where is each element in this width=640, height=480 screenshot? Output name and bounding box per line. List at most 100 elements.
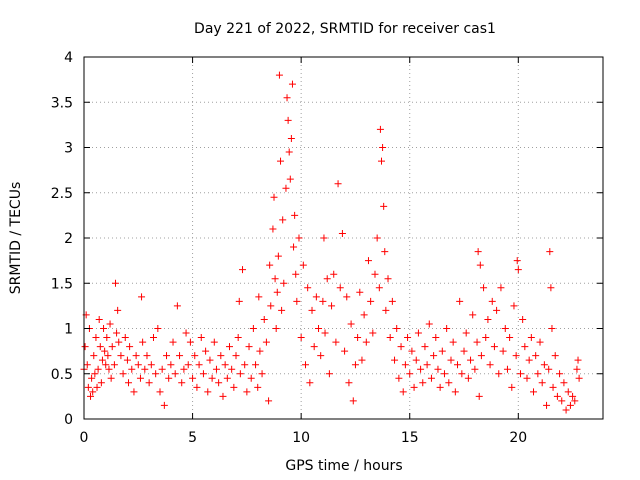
data-point bbox=[408, 347, 416, 355]
data-point bbox=[223, 374, 231, 382]
data-point bbox=[100, 325, 108, 332]
data-point bbox=[234, 334, 242, 342]
data-point bbox=[167, 361, 175, 369]
data-point bbox=[81, 343, 89, 351]
data-point bbox=[482, 334, 490, 342]
data-point bbox=[199, 370, 207, 378]
data-point bbox=[369, 329, 377, 337]
data-point bbox=[373, 234, 381, 242]
y-tick-label: 1.5 bbox=[51, 276, 73, 292]
data-point bbox=[519, 315, 527, 323]
data-point bbox=[476, 261, 484, 269]
data-point bbox=[575, 374, 583, 382]
data-point bbox=[88, 374, 96, 382]
data-point bbox=[202, 347, 210, 355]
data-point bbox=[315, 325, 323, 332]
data-point bbox=[97, 379, 105, 387]
data-point bbox=[104, 352, 112, 360]
data-point bbox=[456, 297, 464, 305]
data-point bbox=[280, 279, 288, 287]
data-point bbox=[103, 334, 111, 342]
data-point bbox=[310, 343, 318, 351]
y-tick-label: 1 bbox=[64, 322, 73, 338]
data-point bbox=[108, 343, 116, 351]
x-tick-label: 10 bbox=[292, 430, 310, 446]
data-point bbox=[132, 352, 140, 360]
data-point bbox=[293, 297, 301, 305]
data-point bbox=[475, 392, 483, 400]
data-point bbox=[438, 347, 446, 355]
data-point bbox=[249, 325, 257, 332]
data-point bbox=[404, 334, 412, 342]
y-tick-label: 0.5 bbox=[51, 367, 73, 383]
data-point bbox=[285, 148, 293, 156]
data-point bbox=[473, 338, 481, 346]
chart-title: Day 221 of 2022, SRMTID for receiver cas… bbox=[194, 21, 496, 37]
data-point bbox=[351, 361, 359, 369]
data-point bbox=[275, 71, 283, 79]
data-point bbox=[271, 275, 279, 283]
data-point bbox=[367, 297, 375, 305]
data-point bbox=[215, 379, 223, 387]
data-point bbox=[386, 334, 394, 342]
data-point bbox=[364, 257, 372, 265]
data-point bbox=[111, 279, 119, 287]
data-point bbox=[379, 144, 387, 151]
data-point bbox=[467, 356, 475, 364]
x-tick-labels: 0 5 10 15 20 bbox=[80, 430, 528, 446]
data-point bbox=[540, 361, 548, 369]
data-point bbox=[562, 406, 570, 414]
data-point bbox=[252, 361, 260, 369]
data-point bbox=[295, 234, 303, 242]
data-point bbox=[284, 116, 292, 124]
data-point bbox=[513, 257, 521, 265]
data-point bbox=[272, 325, 280, 332]
data-point bbox=[447, 356, 455, 364]
data-point bbox=[98, 356, 106, 364]
data-point bbox=[506, 334, 514, 342]
data-point bbox=[371, 270, 379, 278]
data-point bbox=[265, 397, 273, 405]
data-point bbox=[551, 352, 559, 360]
data-point bbox=[566, 401, 574, 409]
data-point bbox=[376, 125, 384, 133]
data-point bbox=[287, 134, 295, 142]
data-point bbox=[464, 374, 472, 382]
data-points bbox=[80, 71, 583, 414]
data-point bbox=[378, 157, 386, 165]
data-point bbox=[87, 392, 95, 400]
data-point bbox=[299, 261, 307, 269]
data-point bbox=[501, 325, 509, 332]
data-point bbox=[83, 361, 91, 369]
data-point bbox=[553, 392, 561, 400]
data-point bbox=[115, 338, 123, 346]
data-point bbox=[319, 297, 327, 305]
data-point bbox=[279, 216, 287, 224]
data-point bbox=[308, 306, 316, 314]
data-point bbox=[217, 352, 225, 360]
data-point bbox=[474, 248, 482, 256]
data-point bbox=[102, 361, 110, 369]
data-point bbox=[334, 180, 342, 188]
data-point bbox=[460, 347, 468, 355]
data-point bbox=[270, 193, 278, 201]
data-point bbox=[395, 374, 403, 382]
data-point bbox=[454, 361, 462, 369]
data-point bbox=[556, 370, 564, 378]
data-point bbox=[558, 397, 566, 405]
data-point bbox=[94, 365, 102, 373]
data-point bbox=[117, 352, 125, 360]
data-point bbox=[571, 397, 579, 405]
data-point bbox=[325, 370, 333, 378]
axis-ticks bbox=[83, 56, 603, 420]
data-point bbox=[195, 361, 203, 369]
data-point bbox=[410, 383, 418, 391]
data-point bbox=[412, 356, 420, 364]
data-point bbox=[490, 343, 498, 351]
data-point bbox=[362, 338, 370, 346]
data-point bbox=[380, 202, 388, 210]
y-tick-labels: 0 0.5 1 1.5 2 2.5 3 3.5 4 bbox=[51, 50, 73, 428]
data-point bbox=[235, 297, 243, 305]
data-point bbox=[543, 401, 551, 409]
